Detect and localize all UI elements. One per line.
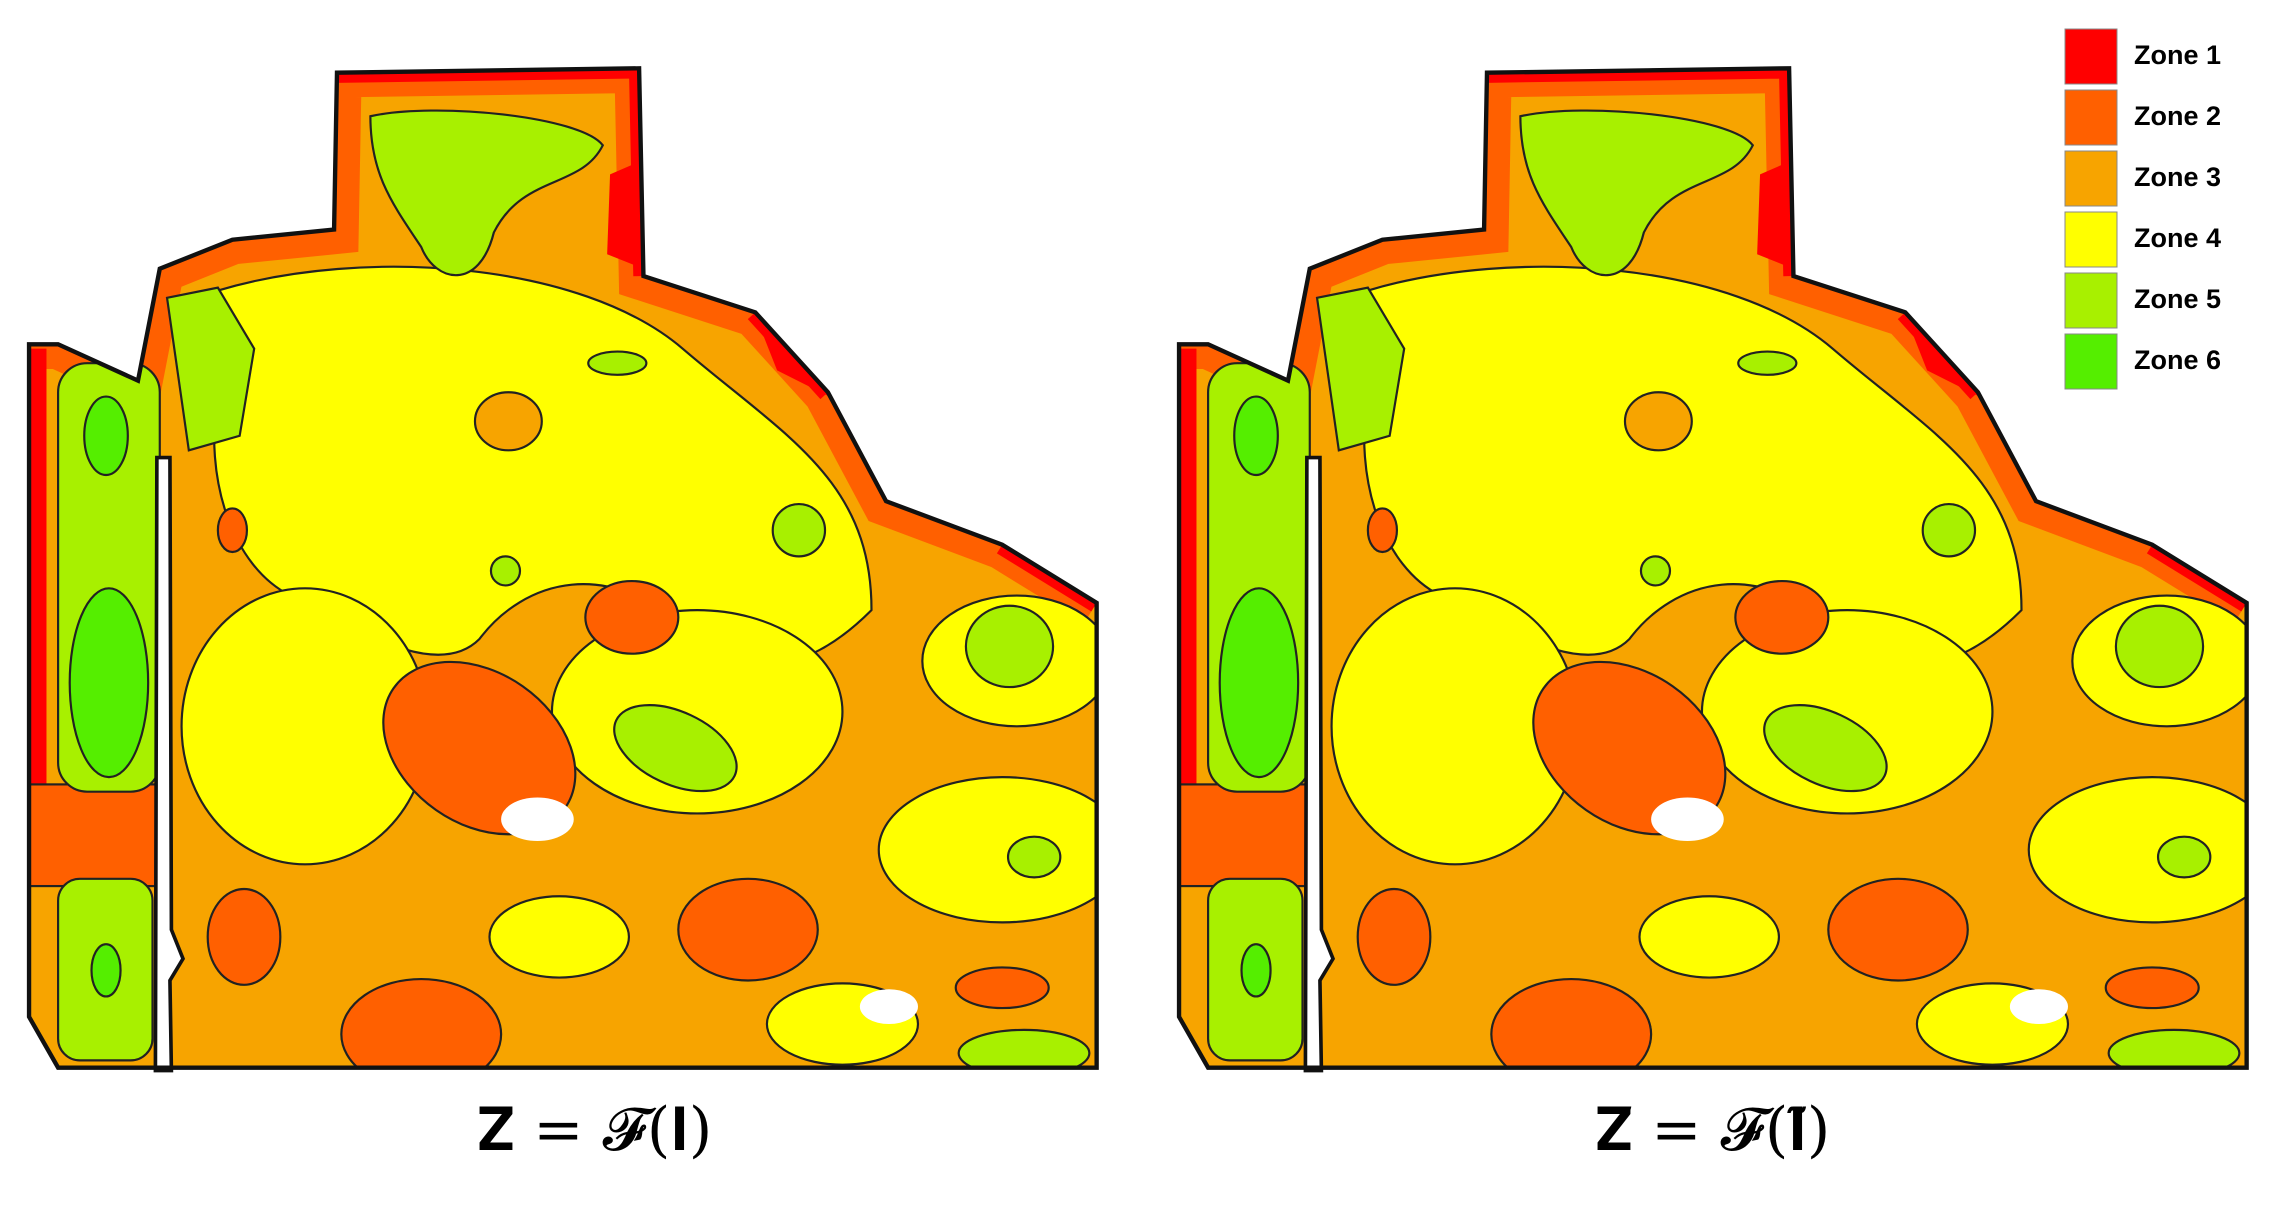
legend-label: Zone 6 bbox=[2134, 345, 2221, 375]
legend-swatch bbox=[2064, 150, 2118, 207]
legend-label: Zone 1 bbox=[2134, 40, 2221, 70]
legend-label: Zone 2 bbox=[2134, 101, 2221, 131]
legend-swatch bbox=[2064, 28, 2118, 85]
caption: 𝐙 = 𝓕(𝐈) bbox=[478, 1095, 713, 1165]
legend-swatch bbox=[2064, 211, 2118, 268]
legend: Zone 1 Zone 2 Zone 3 Zone 4 Zone 5 Zone 6 bbox=[2064, 28, 2221, 390]
legend-label: Zone 4 bbox=[2134, 223, 2221, 253]
legend-swatch bbox=[2064, 333, 2118, 390]
legend-swatch bbox=[2064, 89, 2118, 146]
caption: 𝐙̃ = 𝓕(𝐈̃) bbox=[1596, 1095, 1831, 1165]
legend-label: Zone 5 bbox=[2134, 284, 2221, 314]
legend-swatch bbox=[2064, 272, 2118, 329]
map-left bbox=[0, 0, 1162, 1104]
legend-label: Zone 3 bbox=[2134, 162, 2221, 192]
